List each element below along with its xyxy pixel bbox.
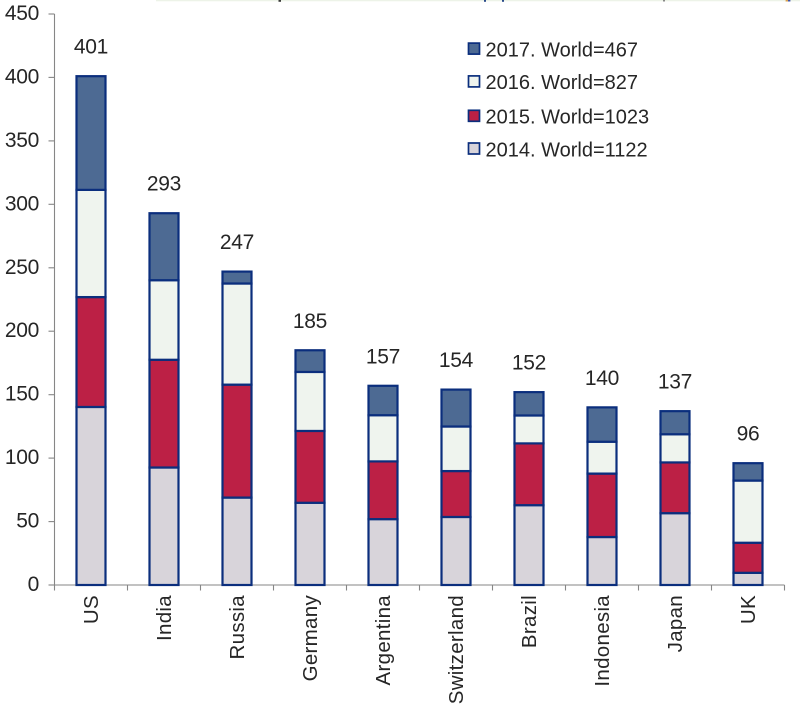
svg-text:200: 200: [5, 319, 39, 342]
svg-text:50: 50: [16, 510, 39, 533]
svg-text:247: 247: [220, 231, 254, 254]
svg-text:Russia: Russia: [226, 595, 249, 660]
svg-text:0: 0: [28, 573, 39, 596]
svg-text:UK: UK: [737, 595, 760, 624]
svg-text:2017. World=467: 2017. World=467: [486, 39, 639, 61]
svg-text:185: 185: [293, 310, 327, 333]
svg-text:US: US: [80, 595, 103, 624]
svg-text:300: 300: [5, 192, 39, 215]
svg-text:Argentina: Argentina: [372, 595, 395, 686]
svg-text:Indonesia: Indonesia: [591, 595, 614, 687]
svg-text:350: 350: [5, 129, 39, 152]
svg-text:Brazil: Brazil: [518, 595, 541, 648]
svg-text:100: 100: [5, 446, 39, 469]
svg-text:96: 96: [737, 423, 760, 446]
svg-text:2016. World=827: 2016. World=827: [486, 72, 639, 94]
svg-text:157: 157: [366, 345, 400, 368]
svg-text:140: 140: [585, 367, 619, 390]
svg-text:India: India: [153, 595, 176, 641]
svg-text:250: 250: [5, 256, 39, 279]
svg-text:400: 400: [5, 65, 39, 88]
svg-text:150: 150: [5, 383, 39, 406]
svg-text:137: 137: [658, 371, 692, 394]
svg-text:401: 401: [74, 36, 108, 59]
svg-text:Germany: Germany: [299, 595, 322, 682]
svg-text:2014. World=1122: 2014. World=1122: [486, 139, 648, 161]
svg-text:Japan: Japan: [664, 595, 687, 652]
svg-text:2015. World=1023: 2015. World=1023: [486, 107, 650, 129]
svg-text:293: 293: [147, 173, 181, 196]
svg-text:Switzerland: Switzerland: [445, 595, 468, 704]
svg-text:152: 152: [512, 352, 546, 375]
svg-text:154: 154: [439, 349, 474, 372]
svg-text:450: 450: [5, 2, 39, 25]
